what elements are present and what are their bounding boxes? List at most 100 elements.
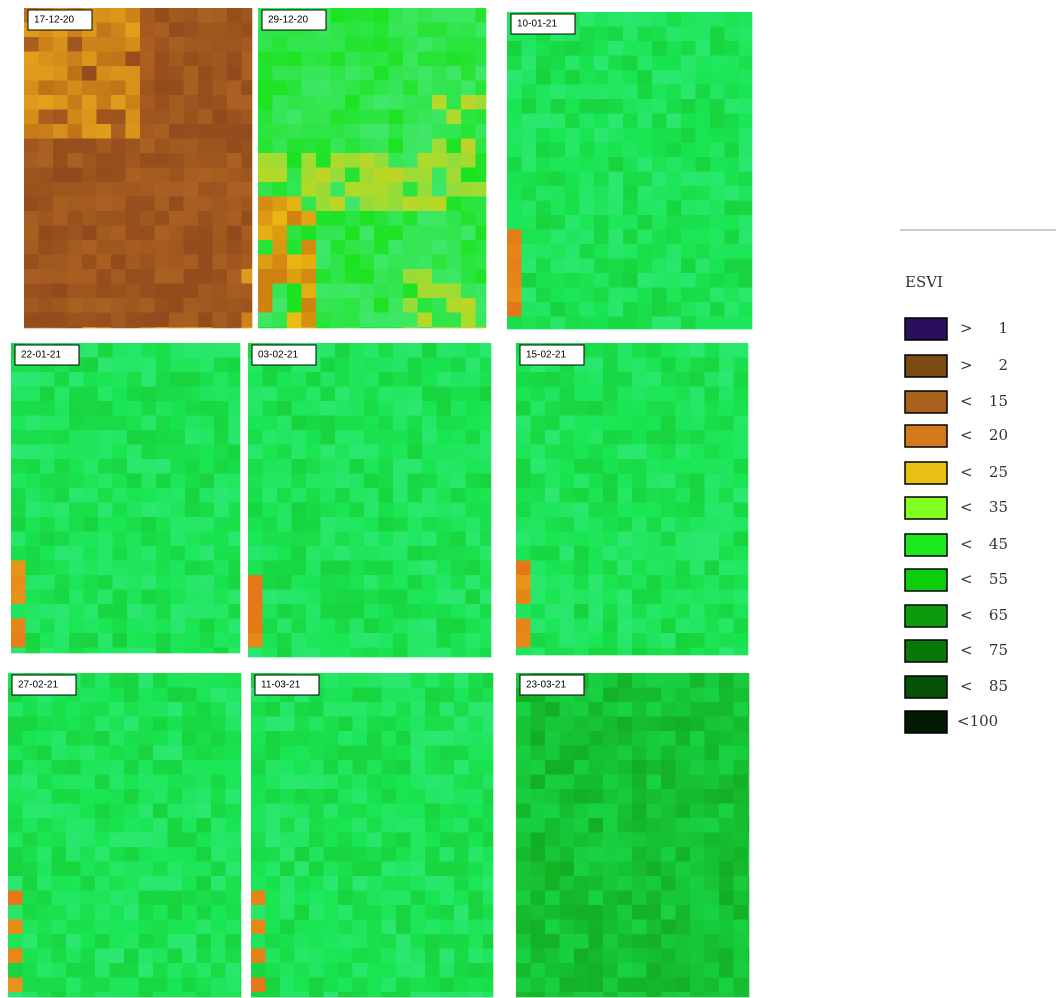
pixel bbox=[425, 905, 440, 920]
pixel bbox=[97, 284, 112, 299]
pixel bbox=[126, 110, 141, 125]
pixel bbox=[725, 302, 740, 317]
pixel bbox=[574, 818, 589, 833]
pixel bbox=[594, 85, 609, 100]
pixel bbox=[37, 963, 52, 978]
pixel bbox=[425, 746, 440, 761]
pixel bbox=[155, 124, 170, 139]
pixel bbox=[734, 717, 749, 732]
pixel bbox=[37, 862, 52, 877]
pixel bbox=[200, 590, 215, 605]
pixel bbox=[690, 934, 705, 949]
pixel bbox=[574, 590, 589, 605]
pixel bbox=[437, 343, 452, 358]
pixel bbox=[536, 215, 551, 230]
pixel bbox=[690, 401, 705, 416]
pixel bbox=[589, 934, 604, 949]
pixel bbox=[316, 153, 331, 168]
pixel bbox=[589, 604, 604, 619]
pixel bbox=[82, 313, 97, 328]
pixel bbox=[113, 517, 128, 532]
pixel bbox=[408, 401, 423, 416]
pixel bbox=[277, 372, 292, 387]
date-label: 17-12-20 bbox=[34, 15, 74, 26]
pixel bbox=[213, 37, 228, 52]
pixel bbox=[280, 847, 295, 862]
pixel bbox=[213, 168, 228, 183]
pixel bbox=[594, 172, 609, 187]
pixel bbox=[335, 604, 350, 619]
pixel bbox=[169, 240, 184, 255]
pixel bbox=[98, 561, 113, 576]
pixel bbox=[403, 168, 418, 183]
pixel bbox=[440, 949, 455, 964]
pixel bbox=[292, 561, 307, 576]
date-label: 11-03-21 bbox=[261, 680, 301, 691]
pixel bbox=[211, 992, 226, 997]
pixel bbox=[185, 343, 200, 358]
pixel bbox=[647, 372, 662, 387]
pixel bbox=[551, 114, 566, 129]
pixel bbox=[661, 387, 676, 402]
pixel bbox=[469, 949, 484, 964]
pixel bbox=[185, 445, 200, 460]
pixel bbox=[350, 474, 365, 489]
pixel bbox=[360, 240, 375, 255]
pixel bbox=[226, 746, 241, 761]
pixel bbox=[140, 298, 155, 313]
pixel bbox=[95, 862, 110, 877]
pixel bbox=[661, 949, 676, 964]
pixel bbox=[638, 157, 653, 172]
pixel bbox=[447, 240, 462, 255]
pixel bbox=[185, 387, 200, 402]
pixel bbox=[240, 702, 241, 717]
pixel bbox=[551, 215, 566, 230]
pixel bbox=[169, 269, 184, 284]
pixel bbox=[324, 818, 339, 833]
pixel bbox=[483, 978, 493, 993]
pixel bbox=[483, 847, 493, 862]
pixel bbox=[251, 963, 266, 978]
pixel bbox=[168, 963, 183, 978]
pixel bbox=[661, 963, 676, 978]
pixel bbox=[127, 459, 142, 474]
pixel bbox=[127, 474, 142, 489]
pixel bbox=[725, 12, 740, 27]
pixel bbox=[213, 240, 228, 255]
pixel bbox=[266, 789, 281, 804]
pixel bbox=[227, 66, 242, 81]
pixel bbox=[676, 949, 691, 964]
pixel bbox=[321, 633, 336, 648]
pixel bbox=[705, 387, 720, 402]
pixel bbox=[287, 211, 302, 226]
pixel bbox=[676, 474, 691, 489]
pixel bbox=[545, 401, 560, 416]
pixel bbox=[661, 905, 676, 920]
pixel bbox=[437, 633, 452, 648]
pixel bbox=[39, 226, 54, 241]
pixel bbox=[40, 590, 55, 605]
pixel bbox=[560, 847, 575, 862]
pixel bbox=[461, 23, 476, 38]
pixel bbox=[258, 182, 273, 197]
pixel bbox=[418, 153, 433, 168]
pixel bbox=[226, 760, 241, 775]
pixel bbox=[302, 52, 317, 67]
pixel bbox=[211, 847, 226, 862]
pixel bbox=[139, 876, 154, 891]
pixel bbox=[39, 313, 54, 328]
pixel bbox=[676, 934, 691, 949]
pixel bbox=[309, 862, 324, 877]
pixel bbox=[374, 269, 389, 284]
pixel bbox=[198, 124, 213, 139]
pixel bbox=[302, 226, 317, 241]
pixel bbox=[155, 226, 170, 241]
pixel bbox=[66, 847, 81, 862]
pixel bbox=[531, 575, 546, 590]
pixel bbox=[214, 633, 229, 648]
pixel bbox=[652, 157, 667, 172]
pixel bbox=[197, 876, 212, 891]
pixel bbox=[292, 503, 307, 518]
pixel bbox=[681, 201, 696, 216]
pixel bbox=[632, 445, 647, 460]
